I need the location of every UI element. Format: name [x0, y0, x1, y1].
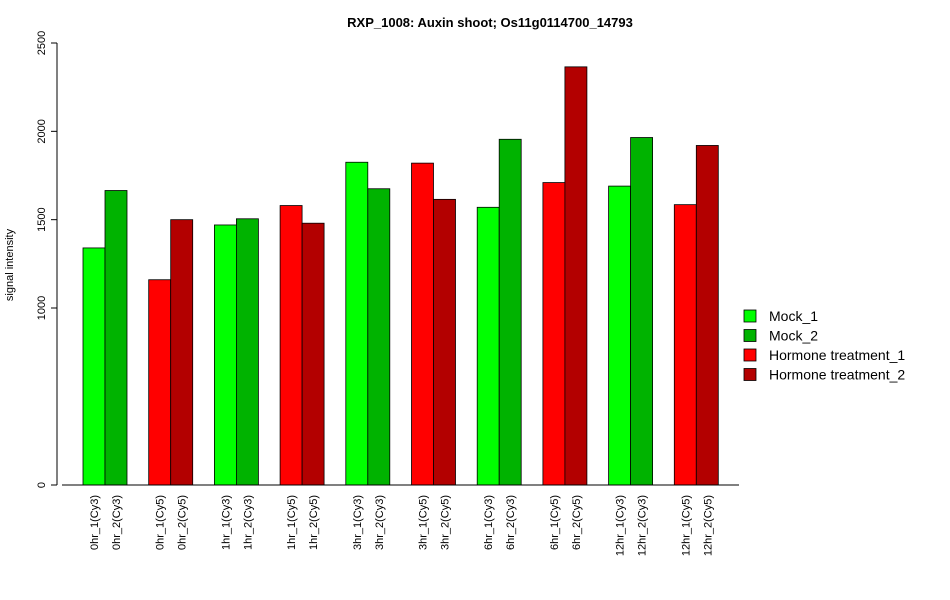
x-tick-label: 0hr_1(Cy3) — [89, 495, 101, 550]
bar — [630, 137, 653, 486]
legend-swatch — [743, 309, 757, 323]
x-tick-label: 1hr_2(Cy5) — [308, 495, 320, 550]
x-tick-label: 0hr_1(Cy5) — [155, 495, 167, 550]
legend-label: Hormone treatment_1 — [769, 347, 905, 363]
x-tick-label: 1hr_1(Cy5) — [286, 495, 298, 550]
bar — [695, 145, 719, 486]
x-tick-label: 1hr_2(Cy3) — [242, 495, 254, 550]
y-tick-label: 1500 — [36, 207, 48, 231]
bar — [279, 205, 303, 486]
bar — [367, 188, 391, 486]
legend-swatch — [743, 348, 757, 362]
x-tick-label: 3hr_2(Cy5) — [440, 495, 452, 550]
y-tick-label: 0 — [36, 482, 48, 488]
x-tick-label: 0hr_2(Cy5) — [177, 495, 189, 550]
x-tick-label: 6hr_2(Cy3) — [505, 495, 517, 550]
legend-swatch — [743, 329, 757, 342]
x-tick-label: 6hr_2(Cy5) — [571, 495, 583, 550]
bar — [213, 224, 237, 486]
x-tick-label: 0hr_2(Cy3) — [111, 495, 123, 550]
bar — [148, 279, 172, 486]
legend: Mock_1 Mock_2 Hormone treatment_1 Hormone t… — [743, 308, 905, 383]
bar — [345, 161, 369, 486]
bar — [476, 206, 500, 486]
y-tick-label: 2500 — [36, 31, 48, 55]
x-tick-label: 3hr_2(Cy3) — [374, 495, 386, 550]
bar-series — [82, 66, 719, 486]
x-tick-label: 12hr_1(Cy3) — [615, 495, 627, 556]
x-axis-tick-labels: 0hr_1(Cy3) 0hr_2(Cy3) 0hr_1(Cy5) 0hr_2(Cy5)… — [89, 495, 714, 556]
x-tick-label: 1hr_1(Cy3) — [220, 495, 232, 550]
legend-label: Mock_1 — [769, 308, 818, 324]
bar — [82, 247, 106, 486]
x-tick-label: 12hr_2(Cy3) — [637, 495, 649, 556]
bar — [564, 66, 588, 486]
bar — [608, 185, 631, 486]
bar — [235, 218, 259, 486]
x-tick-label: 12hr_1(Cy5) — [680, 495, 692, 556]
bar — [498, 138, 522, 486]
y-tick-label: 2000 — [36, 119, 48, 143]
bar — [433, 198, 456, 486]
y-axis-label: signal intensity — [4, 228, 16, 301]
bar — [170, 219, 194, 486]
x-tick-label: 3hr_1(Cy3) — [352, 495, 364, 550]
legend-label: Mock_2 — [769, 328, 818, 344]
bar — [411, 162, 434, 486]
legend-label: Hormone treatment_2 — [769, 367, 905, 383]
x-tick-label: 6hr_1(Cy5) — [549, 495, 561, 550]
bar — [673, 204, 697, 486]
y-axis: 0 1000 1500 2000 2500 — [36, 31, 58, 488]
bar — [104, 190, 128, 486]
bar — [542, 182, 566, 486]
x-tick-label: 3hr_1(Cy5) — [418, 495, 430, 550]
y-tick-label: 1000 — [36, 296, 48, 320]
bar — [301, 222, 325, 486]
legend-swatch — [743, 368, 757, 381]
chart-title: RXP_1008: Auxin shoot; Os11g0114700_1479… — [347, 15, 633, 30]
x-tick-label: 12hr_2(Cy5) — [702, 495, 714, 556]
x-tick-label: 6hr_1(Cy3) — [483, 495, 495, 550]
